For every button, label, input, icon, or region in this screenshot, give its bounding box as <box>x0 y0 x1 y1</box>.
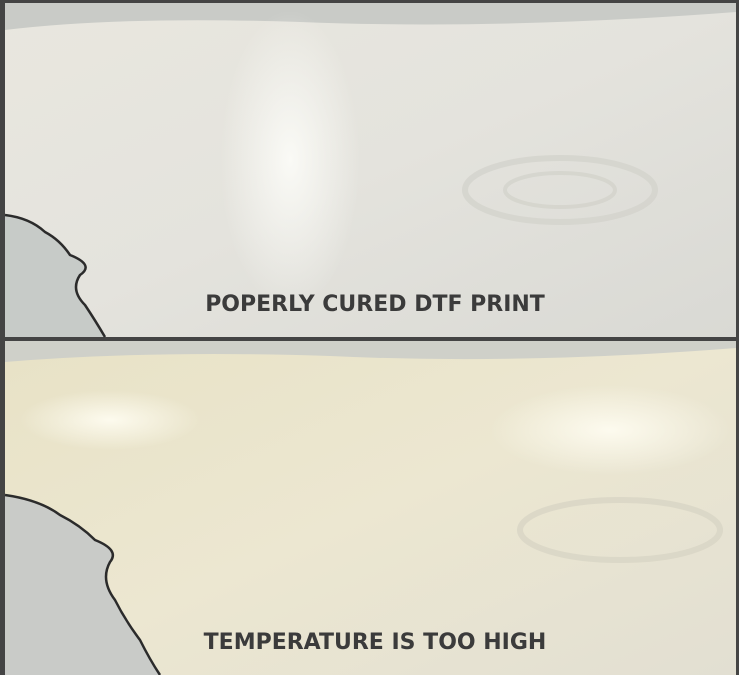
bottom-photo: TEMPERATURE IS TOO HIGH <box>4 341 736 675</box>
caption: POPERLY CURED DTF PRINT <box>205 292 545 317</box>
caption: TEMPERATURE IS TOO HIGH <box>204 630 547 655</box>
top-photo: POPERLY CURED DTF PRINT <box>4 3 736 338</box>
